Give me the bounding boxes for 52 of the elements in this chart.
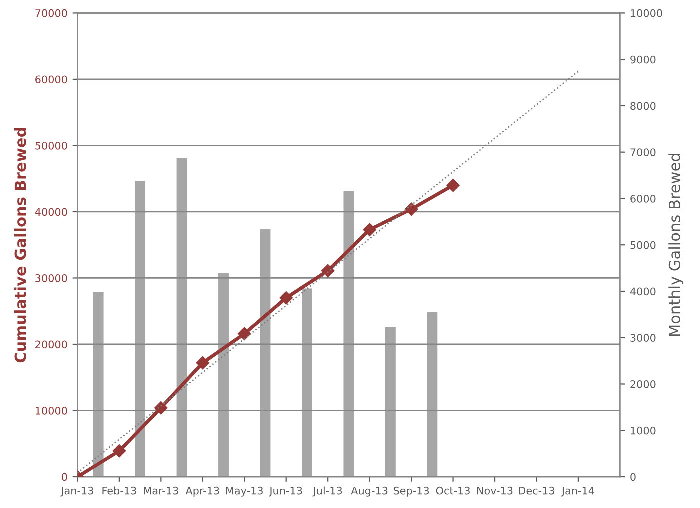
x-tick-label: Oct-13: [436, 486, 470, 495]
x-tick-label: Feb-13: [102, 486, 136, 495]
x-tick-label: Jan-14: [561, 487, 594, 497]
y-axis-title: Cumulative Gallons Brewed: [14, 128, 26, 363]
point: [446, 178, 460, 192]
bar: [260, 229, 271, 478]
y-tick-label: 60000: [36, 76, 68, 84]
y-tick-label: 20000: [36, 340, 68, 349]
y-tick-label: 30000: [36, 274, 68, 282]
x-tick-label: May-13: [226, 486, 263, 497]
y-tick-label: 0: [62, 473, 68, 482]
point: [321, 264, 335, 278]
y2-tick-label: 2000: [630, 380, 656, 388]
point: [363, 223, 376, 236]
bar: [176, 158, 188, 478]
y2-tick-label: 6000: [630, 194, 656, 203]
x-tick-label: Dec-13: [519, 486, 554, 495]
point: [404, 202, 418, 216]
point: [112, 444, 126, 458]
bar: [135, 181, 146, 478]
x-tick-label: Mar-13: [144, 486, 178, 495]
y2-tick-label: 4000: [630, 288, 656, 296]
y-tick-label: 10000: [36, 406, 68, 415]
y2-tick-label: 0: [630, 473, 636, 482]
x-tick-label: Nov-13: [477, 486, 513, 495]
y2-tick-label: 8000: [630, 102, 656, 110]
y-tick-label: 40000: [35, 208, 68, 216]
point: [196, 356, 210, 370]
bar: [385, 327, 396, 478]
x-tick-label: Apr-13: [186, 486, 220, 497]
bar: [93, 292, 104, 478]
bar: [218, 273, 229, 478]
point: [238, 327, 252, 340]
x-tick-label: Jul-13: [312, 486, 342, 497]
y2-tick-label: 1000: [631, 426, 656, 435]
y-tick-label: 50000: [36, 142, 68, 150]
bar: [344, 191, 354, 478]
x-tick-label: Sep-13: [394, 486, 430, 497]
y2-axis-title: Monthly Gallons Brewed: [668, 154, 684, 336]
y2-tick-label: 5000: [630, 241, 656, 250]
bar: [302, 288, 312, 478]
y2-tick-label: 7000: [630, 148, 656, 156]
bar: [427, 312, 438, 478]
y2-tick-label: 10000: [631, 9, 662, 18]
y-tick-label: 70000: [36, 9, 68, 18]
point: [154, 402, 168, 415]
y2-tick-label: 3000: [630, 334, 656, 342]
point: [280, 292, 293, 305]
y2-tick-label: 9000: [630, 56, 656, 64]
x-tick-label: Jan-13: [60, 486, 94, 497]
x-tick-label: Aug-13: [351, 486, 388, 497]
x-tick-label: Jun-13: [269, 486, 302, 497]
